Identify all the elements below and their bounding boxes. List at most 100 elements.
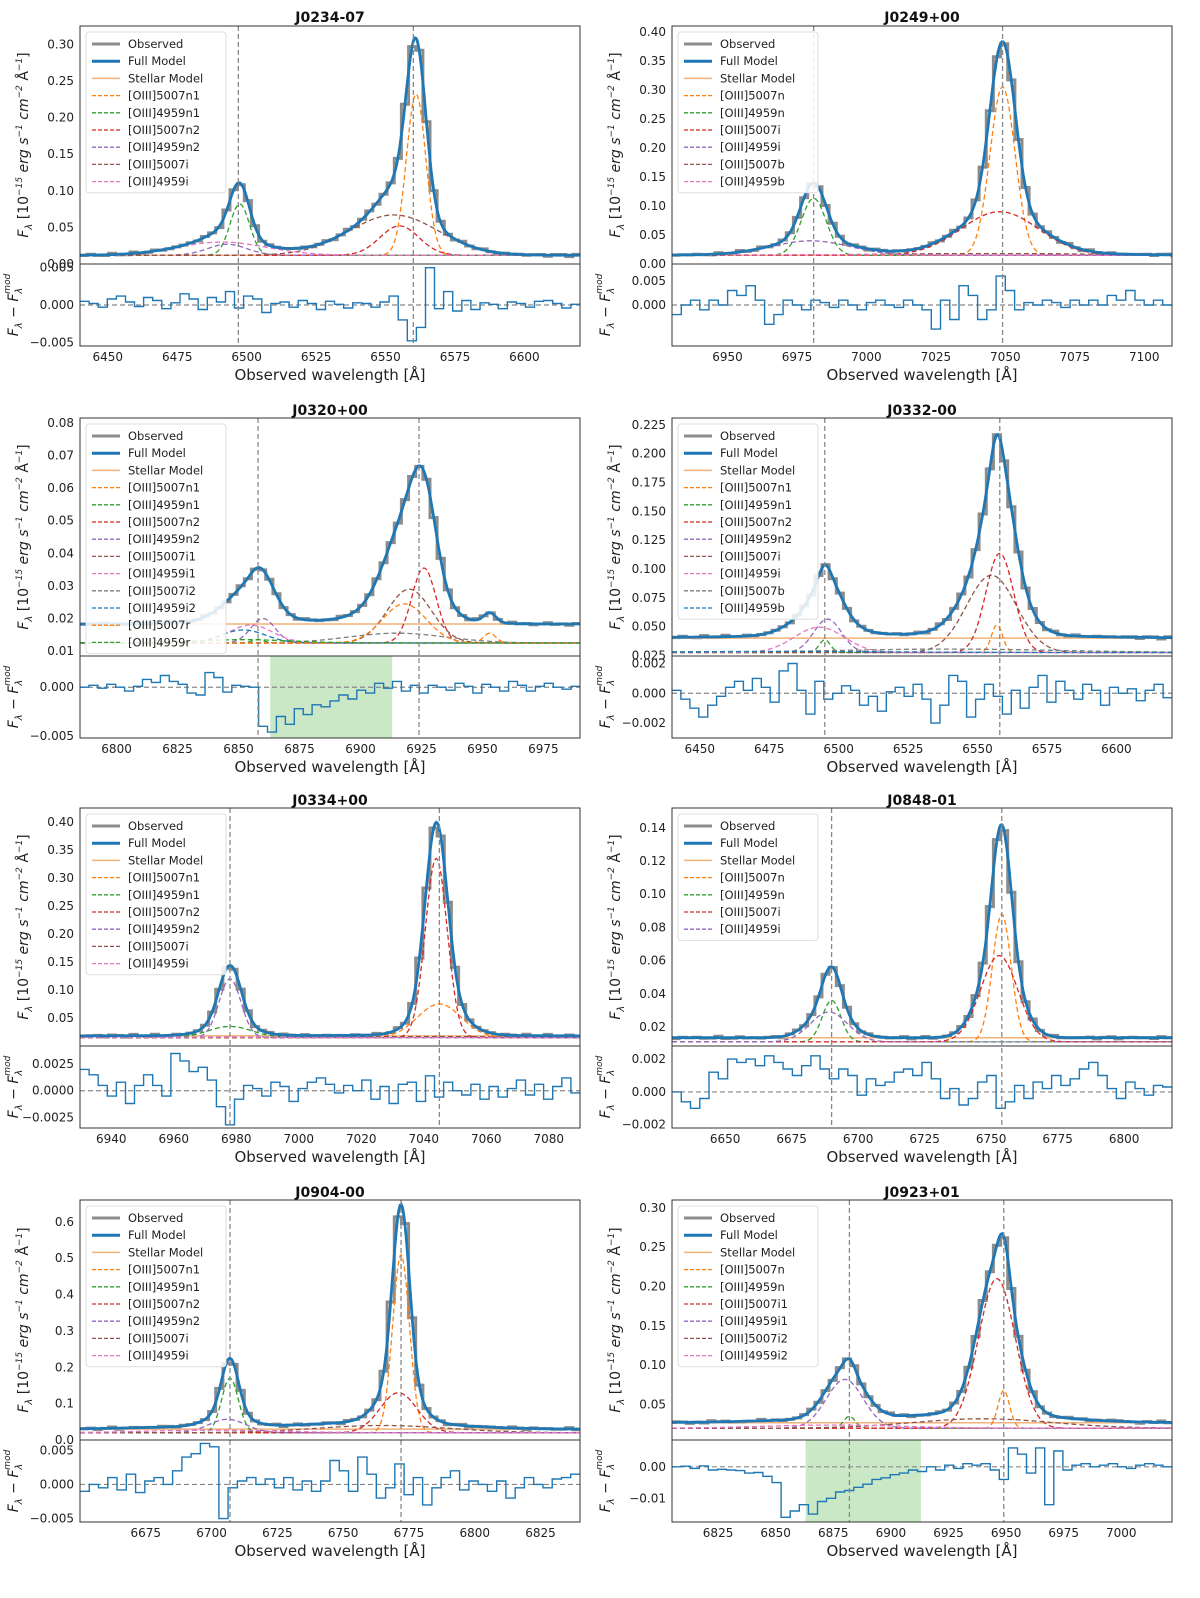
legend-label: Stellar Model	[720, 71, 795, 85]
legend-label: Observed	[128, 429, 183, 443]
x-axis-label: Observed wavelength [Å]	[234, 365, 425, 384]
panel-title: J0332-00	[886, 403, 957, 419]
y-tick-label: 0.225	[632, 418, 666, 432]
spectrum-plot	[672, 1231, 1172, 1429]
legend-label: Stellar Model	[128, 853, 203, 867]
x-tick-label: 6950	[991, 1526, 1022, 1540]
x-tick-label: 7075	[1060, 350, 1091, 364]
y-tick-label: 0.30	[639, 83, 666, 97]
residual-axes-frame	[671, 1045, 1173, 1129]
full-model-line	[672, 40, 1172, 257]
x-tick-label: 6975	[782, 350, 813, 364]
residual-plot	[80, 1052, 580, 1126]
residual-axis-label: Fλ − Fλmod	[595, 1449, 617, 1512]
x-tick-label: 6750	[328, 1526, 359, 1540]
legend-label: [OIII]5007i2	[720, 1331, 788, 1345]
x-tick-label: 6975	[528, 742, 559, 756]
residual-tick-label: 0.002	[632, 656, 666, 670]
y-tick-label: 0.075	[632, 591, 666, 605]
residual-tick-label: 0.000	[40, 1477, 74, 1491]
y-tick-label: 0.10	[639, 887, 666, 901]
x-tick-label: 7050	[990, 350, 1021, 364]
residual-plot	[672, 1055, 1172, 1109]
legend-label: [OIII]4959n	[720, 1280, 785, 1294]
y-tick-label: 0.00	[47, 257, 74, 271]
legend-label: [OIII]4959i	[128, 957, 189, 971]
x-axis-label: Observed wavelength [Å]	[826, 757, 1017, 776]
legend-label: [OIII]5007b	[720, 584, 785, 598]
y-tick-label: 0.15	[639, 1319, 666, 1333]
y-tick-label: 0.15	[47, 147, 74, 161]
legend-label: [OIII]4959i	[128, 175, 189, 189]
x-tick-label: 6850	[760, 1526, 791, 1540]
x-tick-label: 7020	[346, 1132, 377, 1146]
legend-label: [OIII]5007n1	[128, 481, 200, 495]
x-tick-label: 7060	[471, 1132, 502, 1146]
spectrum-plot	[672, 432, 1172, 654]
x-tick-label: 6875	[818, 1526, 849, 1540]
legend-box	[85, 813, 227, 976]
x-tick-label: 6600	[1101, 742, 1132, 756]
residual-plot	[672, 275, 1172, 330]
legend-label: [OIII]5007n1	[720, 481, 792, 495]
legend-label: Full Model	[720, 446, 778, 460]
component-oiii4959i	[80, 1429, 580, 1434]
legend-label: [OIII]5007n2	[128, 123, 200, 137]
legend-label: [OIII]4959n2	[128, 1314, 200, 1328]
legend-label: Stellar Model	[720, 1245, 795, 1259]
spectrum-plot	[672, 823, 1172, 1043]
residual-tick-label: −0.002	[622, 1118, 666, 1132]
legend-label: [OIII]5007i	[128, 157, 189, 171]
residual-plot	[672, 662, 1172, 724]
panel-j0320+00: J0320+00 0.01 0.02 0.03 0.04 0.05 0.06 0.07 0.08…	[3, 403, 581, 776]
x-tick-label: 6825	[162, 742, 193, 756]
y-tick-label: 0.00	[639, 257, 666, 271]
legend-label: [OIII]4959i	[720, 140, 781, 154]
residual-line	[672, 662, 1172, 724]
component-oiii5007i	[80, 1424, 580, 1434]
x-tick-label: 6825	[525, 1526, 556, 1540]
legend-box	[677, 813, 819, 941]
x-axis-label: Observed wavelength [Å]	[826, 1147, 1017, 1166]
y-axis-label: Fλ [10−15 erg s−1 cm−2 Å−1]	[607, 1227, 627, 1412]
x-tick-label: 6675	[776, 1132, 807, 1146]
legend-label: Observed	[128, 819, 183, 833]
spectrum-plot	[672, 40, 1172, 258]
y-tick-label: 0.100	[632, 562, 666, 576]
residual-tick-label: 0.000	[632, 298, 666, 312]
spectrum-plot	[80, 1202, 580, 1434]
y-tick-label: 0.20	[639, 1280, 666, 1294]
y-tick-label: 0.14	[639, 821, 666, 835]
y-tick-label: 0.150	[632, 504, 666, 518]
full-model-line	[672, 823, 1172, 1040]
legend-label: [OIII]4959r	[128, 635, 190, 649]
x-axis-label: Observed wavelength [Å]	[826, 365, 1017, 384]
masked-region	[270, 656, 393, 738]
panel-title: J0320+00	[291, 403, 368, 419]
y-tick-label: 0.05	[47, 1011, 74, 1025]
y-tick-label: 0.08	[639, 920, 666, 934]
x-tick-label: 7025	[921, 350, 952, 364]
full-model-line	[80, 1202, 580, 1431]
y-tick-label: 0.050	[632, 620, 666, 634]
legend-label: [OIII]5007i1	[128, 549, 196, 563]
full-model-line	[80, 820, 580, 1038]
legend-label: [OIII]5007n1	[128, 871, 200, 885]
x-tick-label: 6575	[440, 350, 471, 364]
full-model-line	[80, 36, 580, 257]
x-tick-label: 6980	[221, 1132, 252, 1146]
y-tick-label: 0.20	[47, 111, 74, 125]
x-tick-label: 6775	[394, 1526, 425, 1540]
legend-label: [OIII]5007b	[720, 157, 785, 171]
y-tick-label: 0.2	[55, 1360, 74, 1374]
legend-label: [OIII]4959n2	[720, 532, 792, 546]
legend-label: Full Model	[720, 54, 778, 68]
y-tick-label: 0.06	[47, 481, 74, 495]
x-tick-label: 6925	[406, 742, 437, 756]
x-tick-label: 7100	[1129, 350, 1160, 364]
x-tick-label: 6700	[196, 1526, 227, 1540]
y-tick-label: 0.30	[639, 1201, 666, 1215]
residual-tick-label: 0.0000	[32, 1084, 74, 1098]
residual-plot	[80, 267, 580, 342]
x-axis-label: Observed wavelength [Å]	[234, 1541, 425, 1560]
